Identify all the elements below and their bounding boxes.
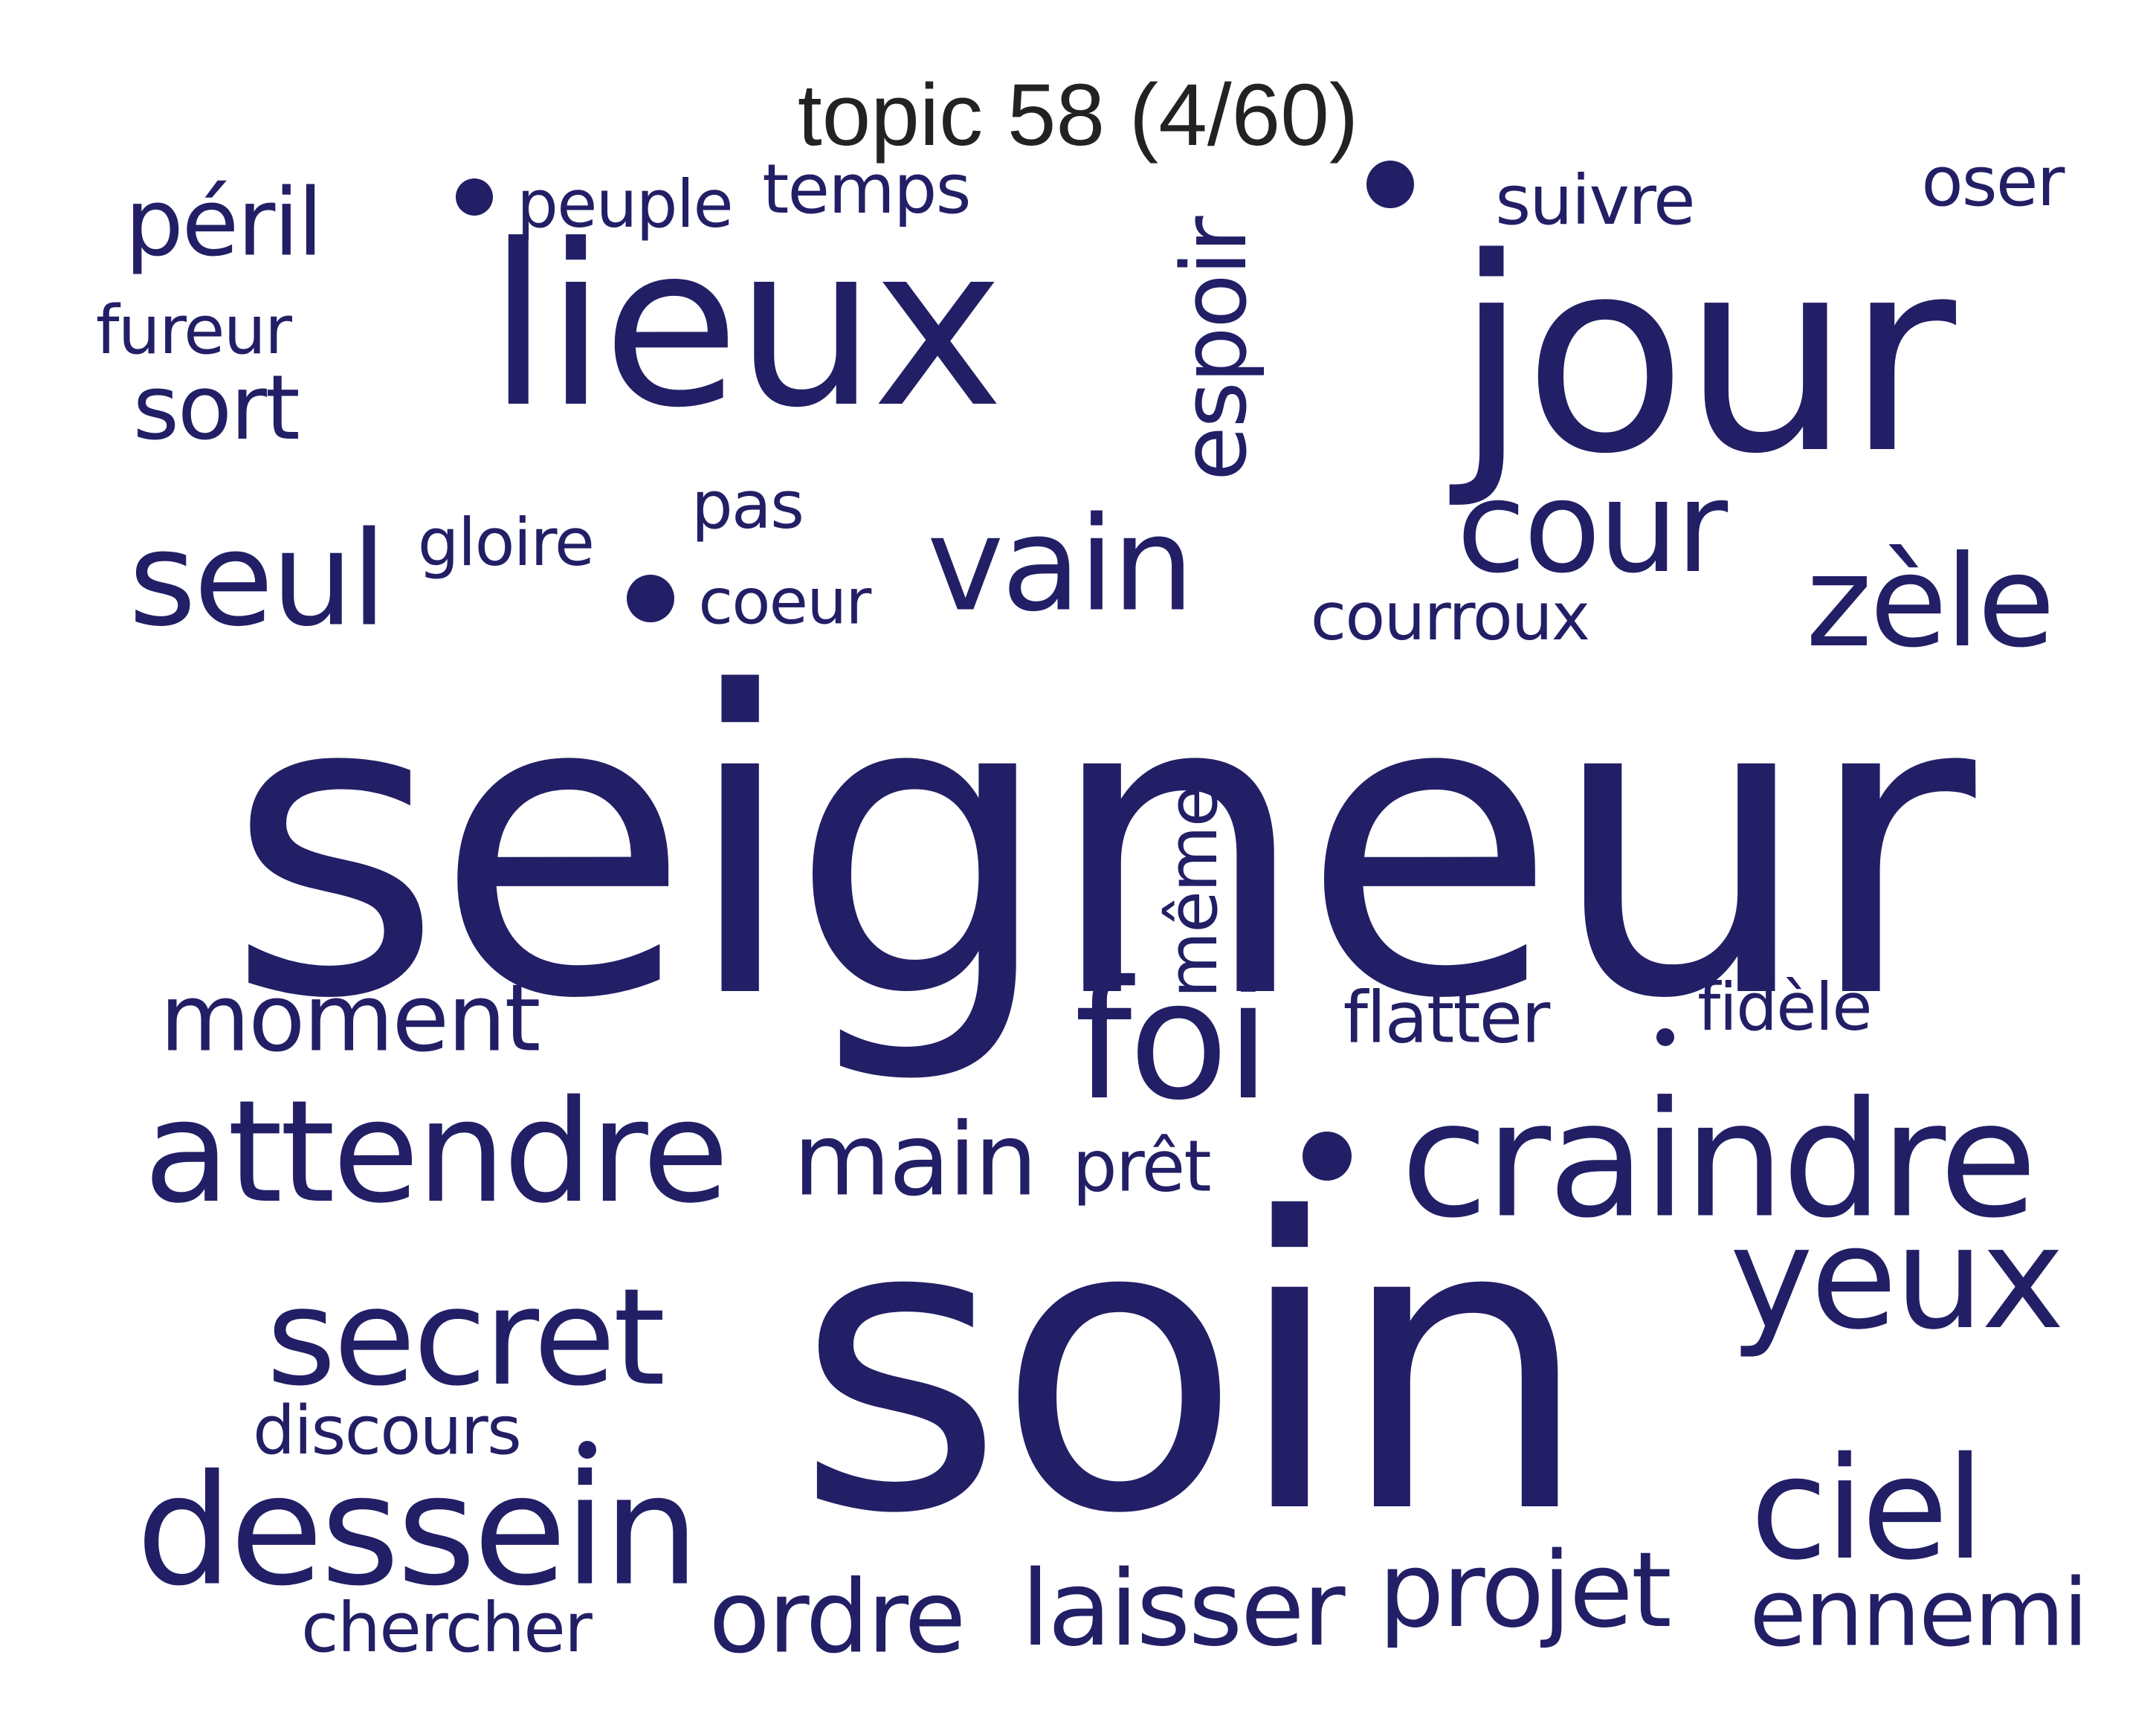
word: espoir bbox=[1163, 217, 1267, 482]
word: péril bbox=[124, 169, 323, 277]
word: seigneur bbox=[225, 605, 1976, 1090]
word: ordre bbox=[709, 1558, 966, 1676]
word: chercher bbox=[301, 1588, 593, 1668]
word: pas bbox=[691, 467, 804, 543]
word: ennemi bbox=[1749, 1559, 2088, 1668]
word: dessein bbox=[135, 1442, 700, 1620]
word: projet bbox=[1378, 1530, 1672, 1651]
word: même bbox=[1153, 786, 1233, 998]
cloud-title: topic 58 (4/60) bbox=[797, 66, 1359, 164]
word: coeur bbox=[698, 565, 871, 639]
dot-mark bbox=[456, 178, 493, 216]
word: suivre bbox=[1495, 161, 1695, 240]
dot-mark bbox=[1303, 1132, 1352, 1181]
word: seul bbox=[128, 504, 387, 656]
dot-mark bbox=[1656, 1028, 1674, 1046]
word: gloire bbox=[417, 504, 595, 581]
word: fidèle bbox=[1697, 969, 1872, 1045]
word: attendre bbox=[143, 1070, 729, 1234]
word: oser bbox=[1921, 142, 2065, 222]
word: prêt bbox=[1072, 1126, 1211, 1208]
dot-mark bbox=[627, 575, 674, 622]
word: foi bbox=[1074, 946, 1271, 1136]
word: sort bbox=[132, 357, 300, 460]
word: vain bbox=[926, 489, 1195, 641]
word: cour bbox=[1456, 454, 1728, 601]
dot-mark bbox=[1366, 161, 1414, 208]
word: discours bbox=[252, 1392, 522, 1470]
word: lieux bbox=[487, 197, 1004, 456]
word: fureur bbox=[95, 291, 292, 370]
word: courroux bbox=[1310, 578, 1590, 655]
word: yeux bbox=[1729, 1196, 2065, 1361]
word: craindre bbox=[1400, 1066, 2038, 1254]
word: flatter bbox=[1343, 977, 1551, 1059]
word: zèle bbox=[1805, 529, 2055, 676]
word: laisser bbox=[1021, 1549, 1345, 1670]
word: main bbox=[793, 1101, 1038, 1219]
word: peuple bbox=[517, 166, 733, 242]
word: jour bbox=[1454, 201, 1956, 512]
dot-mark bbox=[578, 1441, 596, 1459]
word: moment bbox=[159, 964, 541, 1073]
word: temps bbox=[762, 149, 971, 229]
word: secret bbox=[266, 1260, 665, 1416]
word: soin bbox=[795, 1135, 1592, 1601]
word: ciel bbox=[1750, 1427, 1985, 1591]
